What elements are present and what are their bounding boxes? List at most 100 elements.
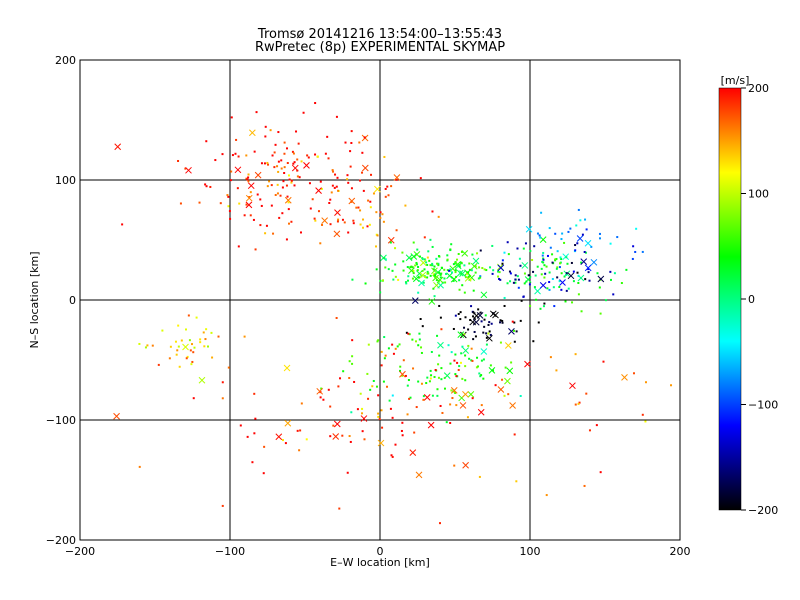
data-point (368, 223, 371, 226)
data-point (260, 204, 263, 207)
data-point (415, 406, 418, 409)
data-point (434, 275, 437, 278)
data-point (336, 220, 339, 223)
data-point (512, 281, 515, 284)
data-point (445, 272, 448, 275)
data-point (419, 177, 422, 180)
data-point (184, 167, 187, 170)
data-point (291, 150, 294, 153)
data-point (470, 359, 473, 362)
data-point (489, 333, 492, 336)
data-point (440, 266, 443, 269)
data-point (478, 372, 481, 375)
data-point (361, 226, 364, 229)
data-point (234, 152, 237, 155)
data-point (192, 397, 195, 400)
data-point-cross (415, 471, 423, 479)
data-point (491, 272, 494, 275)
data-point (455, 375, 458, 378)
data-point (359, 209, 362, 212)
data-point (425, 261, 428, 264)
data-point (460, 250, 463, 253)
data-point (387, 194, 390, 197)
data-point (499, 319, 502, 322)
data-point (443, 277, 446, 280)
data-point (284, 442, 287, 445)
data-point-cross (497, 386, 505, 393)
data-point (205, 328, 208, 331)
data-point (276, 192, 279, 195)
data-point (245, 154, 248, 157)
data-point (417, 380, 420, 383)
data-point (551, 261, 554, 264)
x-axis-ticks: −200 −100 0 100 200 (65, 60, 691, 558)
data-point-cross (525, 225, 533, 233)
data-point (429, 369, 432, 372)
data-point (549, 246, 552, 249)
data-point (273, 151, 276, 154)
data-point (351, 278, 354, 281)
data-point (473, 330, 476, 333)
data-point (441, 411, 444, 414)
data-point (563, 275, 566, 278)
data-point (436, 388, 439, 391)
data-point (404, 374, 407, 377)
data-point (377, 415, 380, 418)
data-point-cross (423, 394, 431, 401)
data-point (329, 405, 332, 408)
data-point (352, 222, 355, 225)
data-point (494, 384, 497, 387)
data-point (369, 206, 372, 209)
data-point (565, 256, 568, 259)
data-point (457, 368, 460, 371)
data-point (402, 269, 405, 272)
data-point (433, 375, 436, 378)
data-point (519, 264, 522, 267)
data-point (579, 219, 582, 222)
data-point (548, 288, 551, 291)
data-point-cross (412, 275, 420, 283)
data-point-cross (361, 164, 369, 172)
data-point (461, 284, 464, 287)
data-point (394, 443, 397, 446)
data-point (536, 265, 539, 268)
data-point (466, 416, 469, 419)
data-point (243, 335, 246, 338)
data-point (449, 421, 452, 424)
data-point (387, 347, 390, 350)
data-point-cross (247, 182, 255, 190)
data-point-cross (450, 387, 458, 394)
data-point (444, 281, 447, 284)
data-point (391, 343, 394, 346)
data-point (253, 150, 256, 153)
data-point (161, 329, 164, 332)
data-point-cross (360, 415, 368, 422)
data-point-cross (284, 419, 292, 427)
data-point (358, 141, 361, 144)
data-point (346, 178, 349, 181)
data-point (350, 187, 353, 190)
data-point (529, 304, 532, 307)
data-point (380, 350, 383, 353)
data-point (431, 262, 434, 265)
data-point-cross (377, 439, 385, 447)
data-point (609, 278, 612, 281)
data-point (595, 424, 598, 427)
data-point (519, 319, 522, 322)
data-point (467, 344, 470, 347)
data-point (426, 263, 429, 266)
data-point (341, 434, 344, 437)
data-point (349, 440, 352, 443)
data-point-cross (576, 235, 584, 242)
x-tick-label: 200 (670, 545, 691, 558)
data-point (412, 241, 415, 244)
data-point (420, 351, 423, 354)
data-point (416, 269, 419, 272)
data-point (281, 212, 284, 215)
y-tick-label: 200 (55, 54, 76, 67)
data-point-cross (462, 347, 470, 354)
data-point (474, 335, 477, 338)
data-point (518, 257, 521, 260)
data-point (412, 269, 415, 272)
data-point (374, 245, 377, 248)
